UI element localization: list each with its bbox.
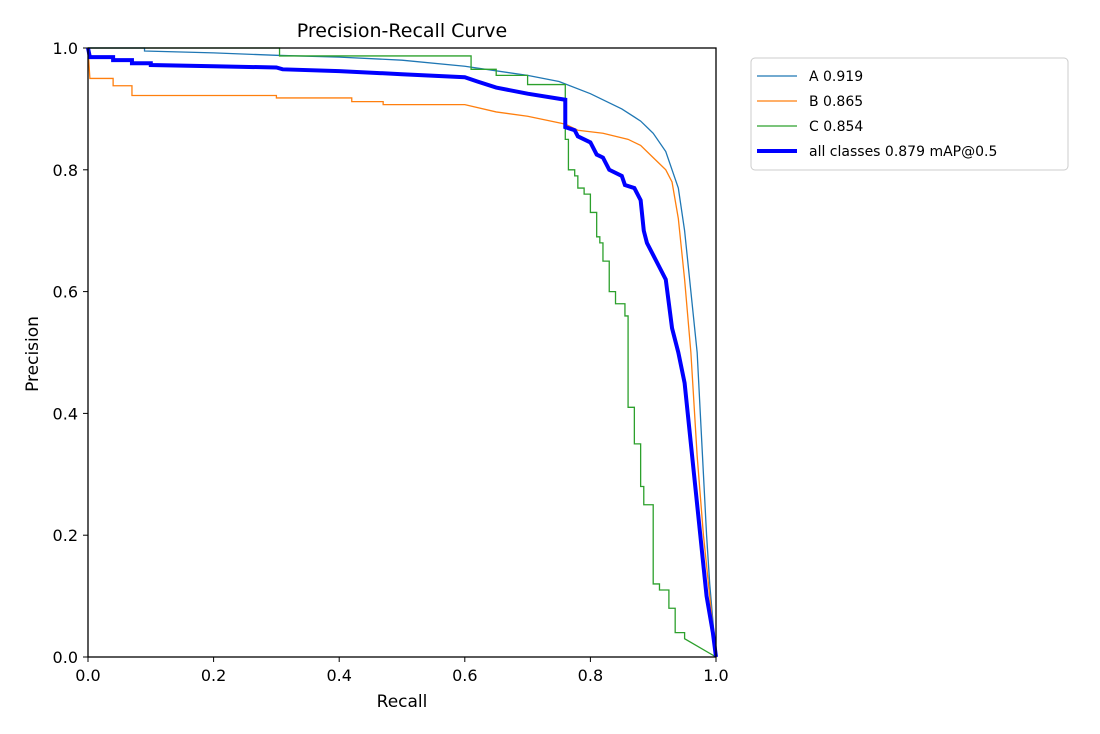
plot-frame	[87, 47, 717, 658]
series-lines	[86, 47, 718, 658]
series-line-1	[87, 47, 717, 658]
series-line-3	[86, 47, 718, 658]
x-tick-label: 0.2	[201, 666, 226, 685]
legend-box	[750, 57, 1069, 171]
axis-ticks: 0.0 0.2 0.4 0.6 0.8 1.0 0.0 0.2 0.4 0.6 0.8 1.0	[53, 39, 729, 685]
series-line-2	[88, 47, 717, 658]
y-axis-label: Precision	[23, 316, 43, 392]
x-axis-label: Recall	[377, 692, 428, 712]
x-tick-label: 0.4	[326, 666, 351, 685]
y-tick-label: 0.0	[53, 648, 78, 667]
y-tick-label: 0.4	[53, 404, 78, 423]
x-tick-label: 0.6	[452, 666, 477, 685]
y-tick-label: 0.2	[53, 526, 78, 545]
legend-label: B 0.865	[809, 94, 863, 110]
series-line-0	[88, 47, 717, 658]
y-tick-label: 0.6	[53, 283, 78, 302]
x-tick-label: 0.8	[578, 666, 603, 685]
x-tick-label: 0.0	[75, 666, 100, 685]
legend: A 0.919 B 0.865 C 0.854 all classes 0.879 m…	[750, 57, 1069, 171]
x-tick-label: 1.0	[703, 666, 728, 685]
legend-label: A 0.919	[809, 69, 863, 85]
y-tick-label: 0.8	[53, 161, 78, 180]
legend-label: all classes 0.879 mAP@0.5	[809, 144, 997, 160]
y-tick-label: 1.0	[53, 39, 78, 58]
chart-title: Precision-Recall Curve	[297, 20, 507, 42]
legend-label: C 0.854	[809, 119, 863, 135]
